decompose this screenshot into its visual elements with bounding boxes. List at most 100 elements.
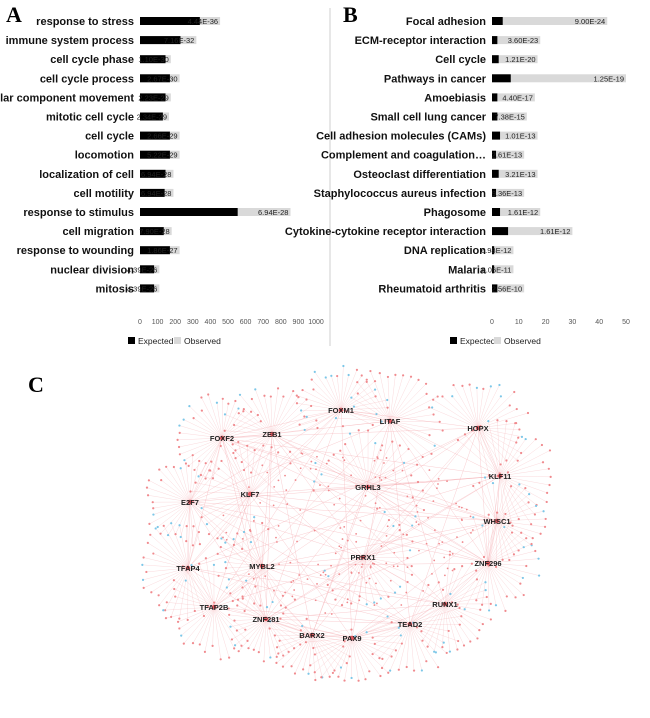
target-node xyxy=(249,410,253,413)
target-node xyxy=(347,373,350,377)
target-node xyxy=(238,393,242,396)
target-edge xyxy=(179,425,223,439)
target-edge xyxy=(234,618,267,621)
target-edge xyxy=(351,637,370,672)
target-node xyxy=(458,606,461,610)
target-edge xyxy=(150,534,189,569)
inner-node xyxy=(446,480,448,483)
hub-edge xyxy=(249,409,342,495)
target-node xyxy=(165,601,168,604)
target-node xyxy=(259,420,262,423)
target-node xyxy=(425,660,428,663)
target-node xyxy=(475,599,478,602)
target-node xyxy=(494,604,498,607)
target-edge xyxy=(444,603,483,625)
target-edge xyxy=(351,637,383,659)
target-node xyxy=(212,563,216,566)
target-node xyxy=(234,457,237,460)
inner-node xyxy=(276,541,278,543)
hub-edge xyxy=(187,493,251,569)
hub-node xyxy=(187,499,193,505)
target-node xyxy=(398,529,401,532)
target-node xyxy=(534,549,537,553)
target-edge xyxy=(379,623,411,659)
target-edge xyxy=(362,525,394,558)
inner-node xyxy=(285,489,288,492)
hub-gene-label: ZEB1 xyxy=(262,430,281,439)
target-edge xyxy=(477,427,522,438)
target-edge xyxy=(389,407,433,422)
target-edge xyxy=(159,567,189,606)
category-label: cell migration xyxy=(62,226,134,238)
hub-edge xyxy=(189,501,267,620)
target-node xyxy=(211,477,215,480)
inner-node xyxy=(431,572,433,575)
target-node xyxy=(415,463,419,466)
target-edge xyxy=(314,637,353,673)
target-edge xyxy=(362,556,412,567)
target-node xyxy=(397,626,400,629)
target-node xyxy=(499,463,502,466)
target-node xyxy=(200,516,203,519)
target-node xyxy=(224,567,228,570)
target-node xyxy=(368,670,371,673)
target-node xyxy=(456,648,459,651)
target-edge xyxy=(199,606,215,645)
target-edge xyxy=(242,596,267,620)
target-edge xyxy=(305,637,353,643)
target-edge xyxy=(229,614,267,620)
inner-node xyxy=(405,591,408,594)
target-node xyxy=(449,592,452,596)
inner-node xyxy=(373,563,376,565)
expected-bar xyxy=(140,55,166,64)
target-edge xyxy=(487,562,521,584)
target-node xyxy=(431,406,434,409)
target-edge xyxy=(340,409,382,422)
target-node xyxy=(420,669,423,672)
target-node xyxy=(432,413,435,416)
target-node xyxy=(548,483,551,487)
inner-node xyxy=(451,552,454,555)
target-node xyxy=(313,671,316,674)
target-edge xyxy=(199,563,215,608)
target-edge xyxy=(499,439,536,477)
target-node xyxy=(479,608,482,611)
x-tick-label: 30 xyxy=(569,319,577,326)
target-edge xyxy=(389,375,404,422)
target-edge xyxy=(233,493,251,545)
target-node xyxy=(394,649,397,652)
target-edge xyxy=(333,454,369,488)
target-node xyxy=(229,625,232,628)
target-edge xyxy=(496,518,546,522)
target-edge xyxy=(159,469,191,503)
target-edge xyxy=(389,393,427,422)
target-node xyxy=(456,438,460,442)
target-edge xyxy=(218,565,263,576)
target-edge xyxy=(496,487,526,522)
inner-node xyxy=(278,563,280,566)
target-edge xyxy=(184,437,223,461)
target-edge xyxy=(469,384,479,429)
chart-a-legend: Expected Observed xyxy=(128,336,221,346)
target-edge xyxy=(429,407,479,429)
target-node xyxy=(470,562,473,565)
target-edge xyxy=(308,634,313,674)
target-edge xyxy=(487,538,527,564)
target-edge xyxy=(389,420,430,436)
target-node xyxy=(410,474,413,477)
target-edge xyxy=(166,466,191,503)
x-tick-label: 10 xyxy=(515,319,523,326)
target-edge xyxy=(487,562,497,606)
target-edge xyxy=(335,556,364,600)
target-node xyxy=(387,671,390,674)
target-edge xyxy=(325,377,342,411)
target-edge xyxy=(237,605,267,620)
inner-node xyxy=(317,563,320,566)
target-edge xyxy=(321,474,369,488)
inner-node xyxy=(379,449,382,452)
target-node xyxy=(313,480,316,483)
target-edge xyxy=(158,567,189,596)
hub-gene-label: RUNX1 xyxy=(432,600,457,609)
hub-edge xyxy=(187,567,411,625)
target-node xyxy=(524,487,527,490)
